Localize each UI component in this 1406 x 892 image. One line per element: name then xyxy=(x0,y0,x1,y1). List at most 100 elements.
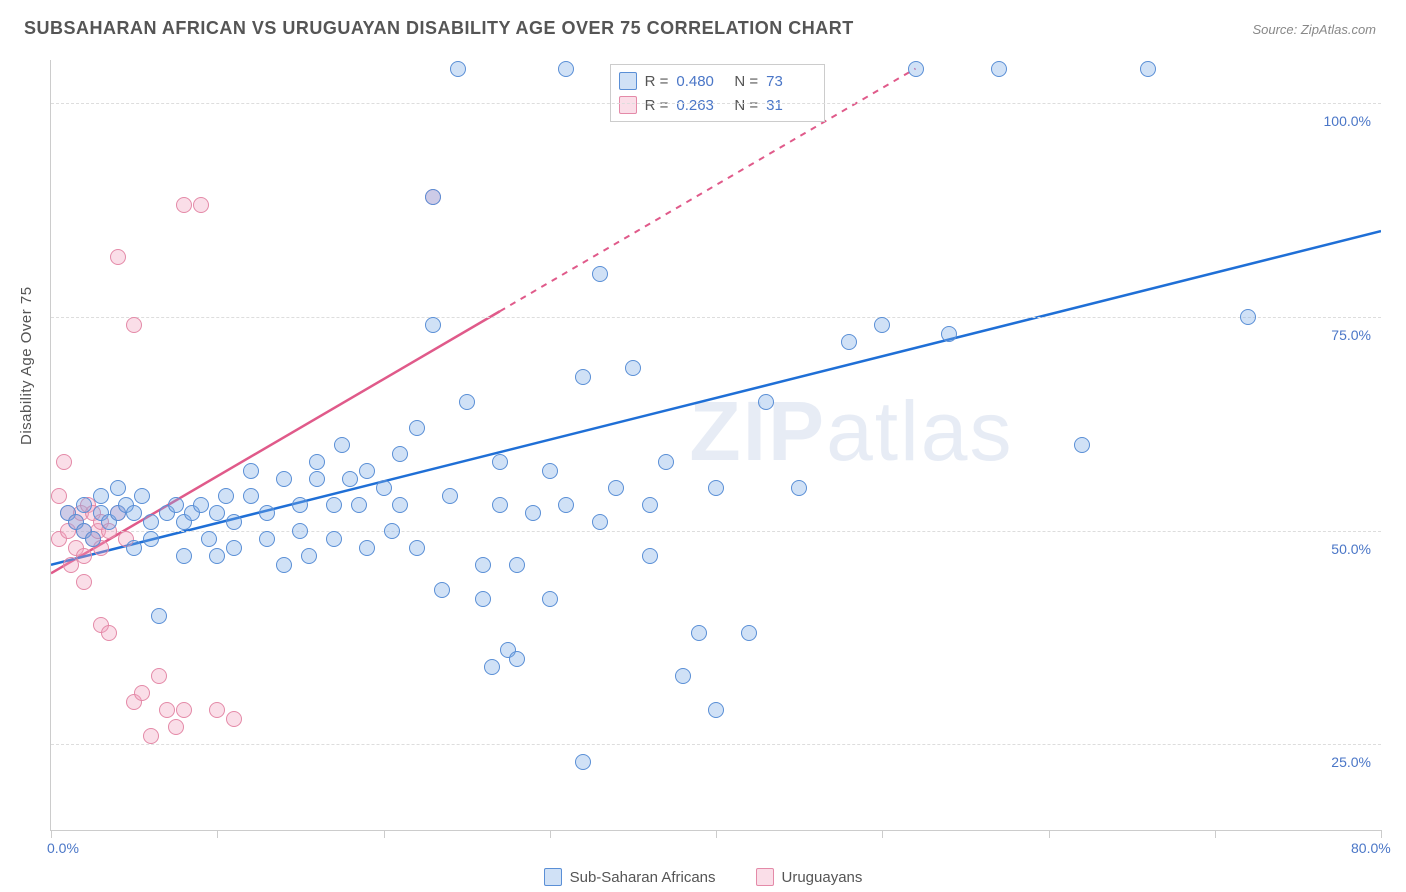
pink-point xyxy=(168,719,184,735)
blue-point xyxy=(259,505,275,521)
y-axis-title: Disability Age Over 75 xyxy=(18,286,35,445)
blue-point xyxy=(492,454,508,470)
pink-point xyxy=(176,702,192,718)
x-tick xyxy=(882,830,883,838)
legend-swatch-pink xyxy=(756,868,774,886)
blue-point xyxy=(376,480,392,496)
blue-point xyxy=(658,454,674,470)
pink-point xyxy=(76,548,92,564)
blue-point xyxy=(425,189,441,205)
blue-point xyxy=(292,523,308,539)
x-tick xyxy=(51,830,52,838)
legend-swatch-blue xyxy=(619,72,637,90)
blue-point xyxy=(642,548,658,564)
legend-row-blue: R = 0.480 N = 73 xyxy=(619,69,817,93)
blue-point xyxy=(425,317,441,333)
x-tick xyxy=(1215,830,1216,838)
blue-point xyxy=(708,480,724,496)
y-tick-label: 25.0% xyxy=(1331,754,1371,770)
blue-point xyxy=(168,497,184,513)
blue-point xyxy=(201,531,217,547)
x-tick xyxy=(716,830,717,838)
gridline xyxy=(51,744,1381,745)
blue-point xyxy=(126,505,142,521)
legend-label-blue: Sub-Saharan Africans xyxy=(570,869,716,886)
blue-point xyxy=(243,488,259,504)
blue-point xyxy=(143,531,159,547)
pink-point xyxy=(226,711,242,727)
blue-point xyxy=(93,488,109,504)
blue-point xyxy=(209,505,225,521)
blue-point xyxy=(243,463,259,479)
legend-item-pink: Uruguayans xyxy=(756,868,863,886)
blue-point xyxy=(226,514,242,530)
blue-point xyxy=(193,497,209,513)
legend-n-value-pink: 31 xyxy=(766,97,816,114)
y-tick-label: 100.0% xyxy=(1324,113,1371,129)
plot-area: ZIPatlas R = 0.480 N = 73 R = 0.263 N = … xyxy=(50,60,1381,831)
blue-point xyxy=(392,497,408,513)
blue-point xyxy=(625,360,641,376)
pink-point xyxy=(209,702,225,718)
x-tick-label: 0.0% xyxy=(47,840,79,856)
blue-point xyxy=(409,540,425,556)
blue-point xyxy=(392,446,408,462)
legend-n-label: N = xyxy=(734,73,758,90)
blue-point xyxy=(1074,437,1090,453)
legend-label-pink: Uruguayans xyxy=(782,869,863,886)
blue-point xyxy=(384,523,400,539)
blue-point xyxy=(1140,61,1156,77)
pink-point xyxy=(134,685,150,701)
pink-point xyxy=(151,668,167,684)
blue-point xyxy=(151,608,167,624)
pink-point xyxy=(159,702,175,718)
pink-point xyxy=(193,197,209,213)
x-tick xyxy=(384,830,385,838)
blue-point xyxy=(608,480,624,496)
x-tick-label: 80.0% xyxy=(1351,840,1391,856)
blue-point xyxy=(592,514,608,530)
y-tick-label: 75.0% xyxy=(1331,327,1371,343)
blue-point xyxy=(434,582,450,598)
blue-point xyxy=(351,497,367,513)
x-tick xyxy=(1381,830,1382,838)
x-tick xyxy=(217,830,218,838)
pink-point xyxy=(51,488,67,504)
blue-point xyxy=(301,548,317,564)
blue-point xyxy=(509,651,525,667)
blue-point xyxy=(558,61,574,77)
legend-r-label: R = xyxy=(645,73,669,90)
blue-point xyxy=(334,437,350,453)
blue-point xyxy=(791,480,807,496)
blue-point xyxy=(76,497,92,513)
blue-point xyxy=(209,548,225,564)
legend-r-label: R = xyxy=(645,97,669,114)
blue-point xyxy=(326,497,342,513)
blue-point xyxy=(741,625,757,641)
blue-point xyxy=(226,540,242,556)
blue-point xyxy=(326,531,342,547)
blue-point xyxy=(342,471,358,487)
blue-point xyxy=(525,505,541,521)
series-legend: Sub-Saharan Africans Uruguayans xyxy=(0,868,1406,886)
blue-point xyxy=(218,488,234,504)
pink-point xyxy=(110,249,126,265)
chart-title: SUBSAHARAN AFRICAN VS URUGUAYAN DISABILI… xyxy=(24,18,854,39)
x-tick xyxy=(550,830,551,838)
legend-row-pink: R = 0.263 N = 31 xyxy=(619,93,817,117)
blue-point xyxy=(558,497,574,513)
blue-point xyxy=(492,497,508,513)
blue-point xyxy=(110,480,126,496)
blue-point xyxy=(126,540,142,556)
blue-point xyxy=(1240,309,1256,325)
blue-point xyxy=(708,702,724,718)
legend-r-value-pink: 0.263 xyxy=(676,97,726,114)
blue-point xyxy=(841,334,857,350)
pink-point xyxy=(176,197,192,213)
source-label: Source: ZipAtlas.com xyxy=(1252,22,1376,37)
legend-n-value-blue: 73 xyxy=(766,73,816,90)
pink-point xyxy=(56,454,72,470)
blue-point xyxy=(276,471,292,487)
blue-point xyxy=(509,557,525,573)
blue-point xyxy=(675,668,691,684)
